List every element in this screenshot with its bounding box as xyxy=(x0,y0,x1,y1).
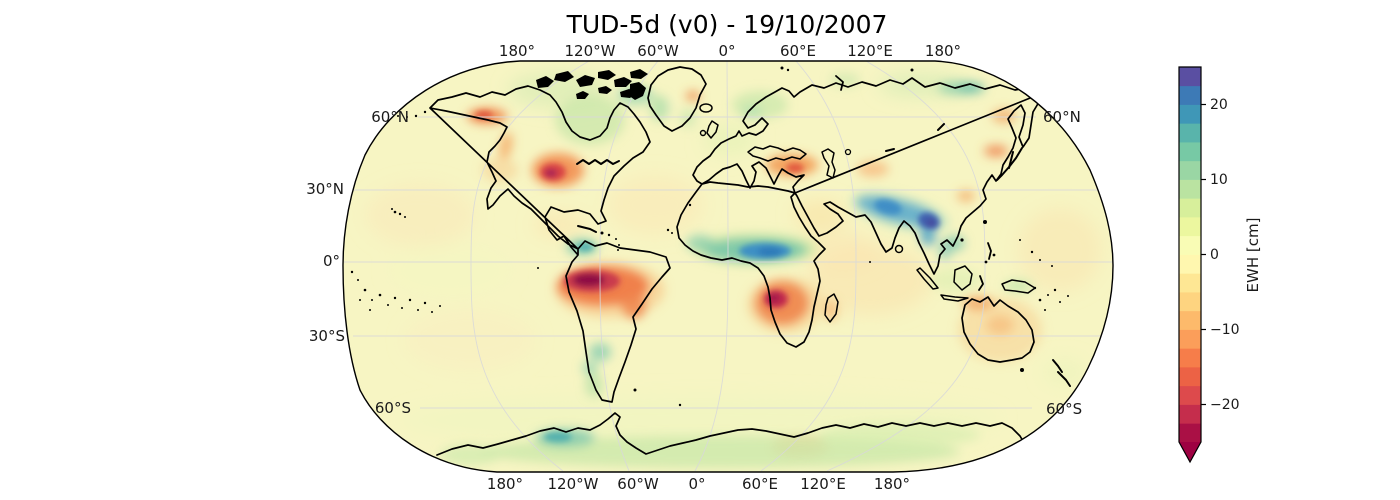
axis-tick-label: 30°N xyxy=(306,180,344,198)
coastline-layer xyxy=(429,66,1071,456)
axis-tick-label: 60°S xyxy=(1046,400,1083,418)
axis-tick-label: 60°S xyxy=(374,399,411,417)
colorbar-band xyxy=(1179,254,1201,274)
colorbar-band xyxy=(1179,123,1201,143)
axis-tick-label: 60°E xyxy=(741,475,779,493)
colorbar-band xyxy=(1179,104,1201,124)
colorbar-band xyxy=(1179,310,1201,330)
axis-tick-label: 0° xyxy=(322,252,340,270)
colorbar-band xyxy=(1179,142,1201,162)
colorbar-band xyxy=(1179,217,1201,237)
colorbar-band xyxy=(1179,329,1201,349)
axis-tick-label: 180° xyxy=(873,475,911,493)
colorbar-tick-label: −20 xyxy=(1210,396,1240,413)
colorbar-tick-label: 0 xyxy=(1210,246,1219,263)
colorbar xyxy=(1178,66,1206,464)
colorbar-tick-label: 10 xyxy=(1210,171,1228,188)
colorbar-band xyxy=(1179,367,1201,387)
colorbar-axis-label: EWH [cm] xyxy=(1244,217,1262,293)
colorbar-bands xyxy=(1179,67,1201,443)
axis-tick-label: 120°W xyxy=(547,475,599,493)
graticule-layer xyxy=(344,61,1112,472)
plot-title: TUD-5d (v0) - 19/10/2007 xyxy=(566,10,888,39)
axis-tick-label: 120°E xyxy=(847,42,893,60)
axis-tick-label: 120°E xyxy=(800,475,846,493)
axis-tick-label: 180° xyxy=(486,475,524,493)
colorbar-tick-label: −10 xyxy=(1210,321,1240,338)
colorbar-band xyxy=(1179,67,1201,87)
colorbar-tick-label: 20 xyxy=(1210,96,1228,113)
axis-tick-label: 120°W xyxy=(564,42,616,60)
colorbar-band xyxy=(1179,348,1201,368)
axis-tick-label: 60°W xyxy=(617,475,659,493)
colorbar-band xyxy=(1179,179,1201,199)
axis-tick-label: 60°N xyxy=(1043,108,1081,126)
colorbar-band xyxy=(1179,198,1201,218)
colorbar-band xyxy=(1179,292,1201,312)
colorbar-band xyxy=(1179,423,1201,443)
colorbar-band xyxy=(1179,85,1201,105)
axis-tick-label: 60°W xyxy=(637,42,679,60)
axis-tick-label: 180° xyxy=(498,42,536,60)
axis-tick-label: 60°E xyxy=(779,42,817,60)
colorbar-tickmarks xyxy=(1201,103,1206,406)
colorbar-band xyxy=(1179,160,1201,180)
axis-tick-label: 0° xyxy=(688,475,706,493)
colorbar-extend-arrow xyxy=(1179,442,1201,462)
map-boundary-outline xyxy=(342,60,1114,473)
axis-tick-label: 0° xyxy=(718,42,736,60)
axis-tick-label: 60°N xyxy=(371,108,409,126)
island-dots-layer xyxy=(350,66,1069,407)
axis-tick-label: 180° xyxy=(924,42,962,60)
axis-tick-label: 30°S xyxy=(308,327,345,345)
colorbar-outline xyxy=(1178,66,1202,464)
colorbar-band xyxy=(1179,385,1201,405)
colorbar-band xyxy=(1179,273,1201,293)
colorbar-band xyxy=(1179,235,1201,255)
colorbar-band xyxy=(1179,404,1201,424)
